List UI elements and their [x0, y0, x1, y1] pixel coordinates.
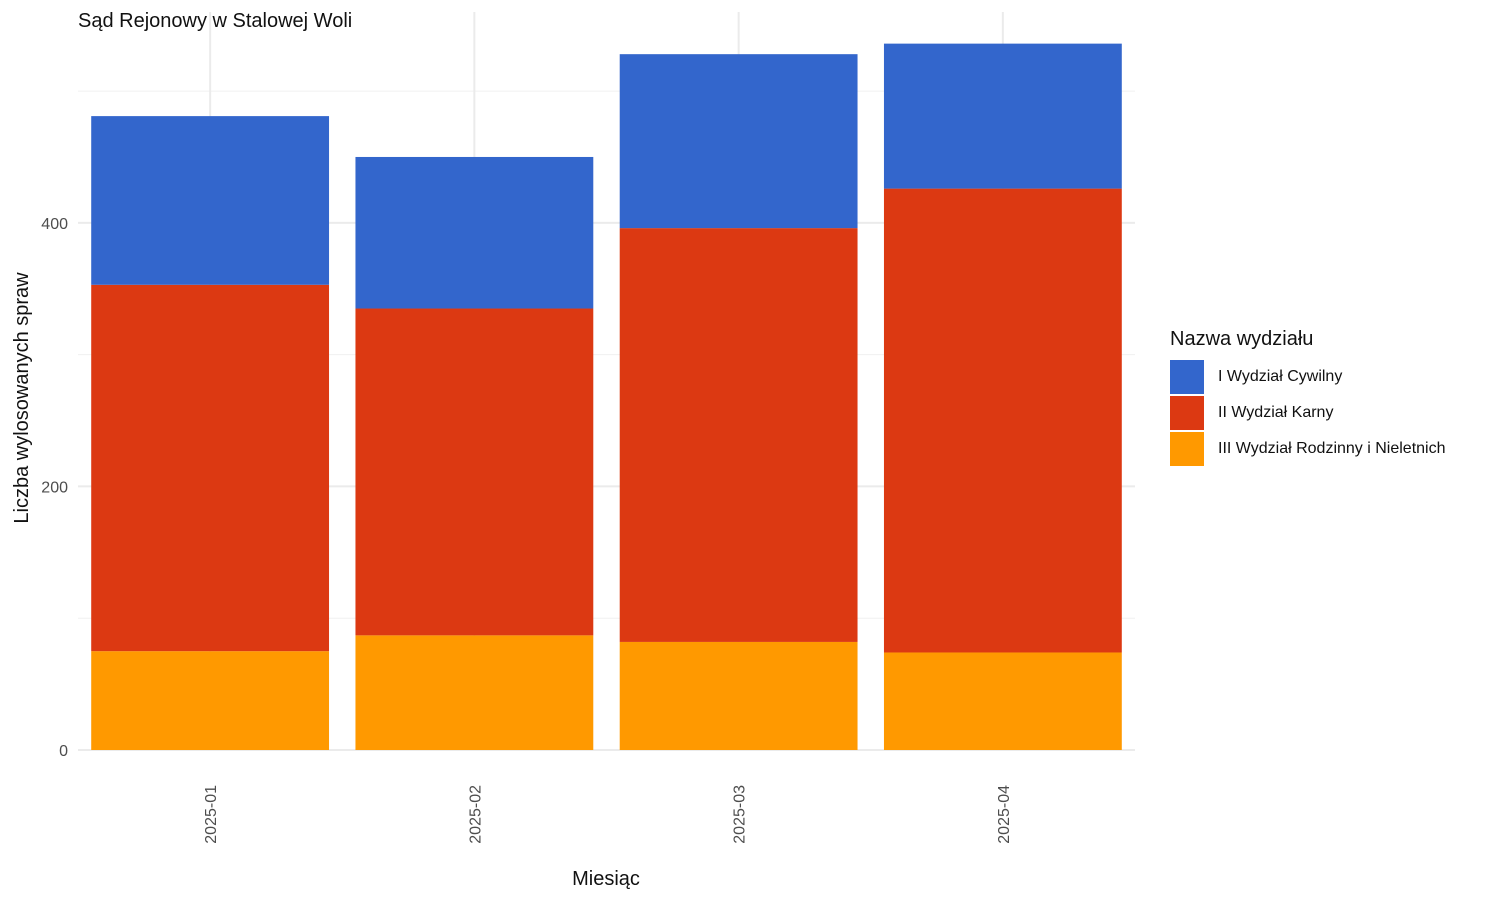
- bar-segment: [883, 188, 1122, 653]
- bar-segment: [883, 43, 1122, 189]
- legend-label: I Wydział Cywilny: [1218, 368, 1343, 385]
- x-tick-label: 2025-03: [732, 785, 749, 844]
- bar-segment: [355, 635, 594, 750]
- x-tick-label: 2025-02: [467, 785, 484, 844]
- legend-label: III Wydział Rodzinny i Nieletnich: [1218, 440, 1446, 457]
- legend: Nazwa wydziału I Wydział Cywilny II Wydz…: [1170, 328, 1446, 467]
- y-tick-label: 200: [41, 479, 68, 496]
- legend-item-karny: II Wydział Karny: [1170, 395, 1446, 431]
- bar-segment: [619, 228, 858, 642]
- legend-swatch: [1170, 360, 1204, 394]
- bars: [91, 43, 1122, 750]
- y-axis-label: Liczba wylosowanych spraw: [11, 272, 33, 524]
- y-tick-label: 400: [41, 216, 68, 233]
- bar-segment: [355, 308, 594, 636]
- legend-swatch: [1170, 432, 1204, 466]
- legend-label: II Wydział Karny: [1218, 404, 1334, 421]
- y-tick-label: 0: [59, 743, 68, 760]
- x-tick-labels: 2025-01 2025-02 2025-03 2025-04: [203, 785, 1013, 844]
- y-tick-labels: 0 200 400: [41, 216, 68, 760]
- chart-title: Sąd Rejonowy w Stalowej Woli: [78, 10, 352, 32]
- legend-item-cywilny: I Wydział Cywilny: [1170, 359, 1446, 395]
- bar-segment: [619, 54, 858, 229]
- x-axis-label: Miesiąc: [572, 868, 640, 890]
- bar-segment: [91, 651, 330, 750]
- bar-segment: [883, 652, 1122, 750]
- bar-segment: [91, 116, 330, 285]
- legend-item-rodzinny: III Wydział Rodzinny i Nieletnich: [1170, 431, 1446, 467]
- legend-title: Nazwa wydziału: [1170, 328, 1314, 350]
- x-tick-label: 2025-04: [996, 785, 1013, 844]
- bar-segment: [91, 284, 330, 652]
- legend-swatch: [1170, 396, 1204, 430]
- x-tick-label: 2025-01: [203, 785, 220, 844]
- bar-segment: [355, 156, 594, 309]
- bar-segment: [619, 641, 858, 750]
